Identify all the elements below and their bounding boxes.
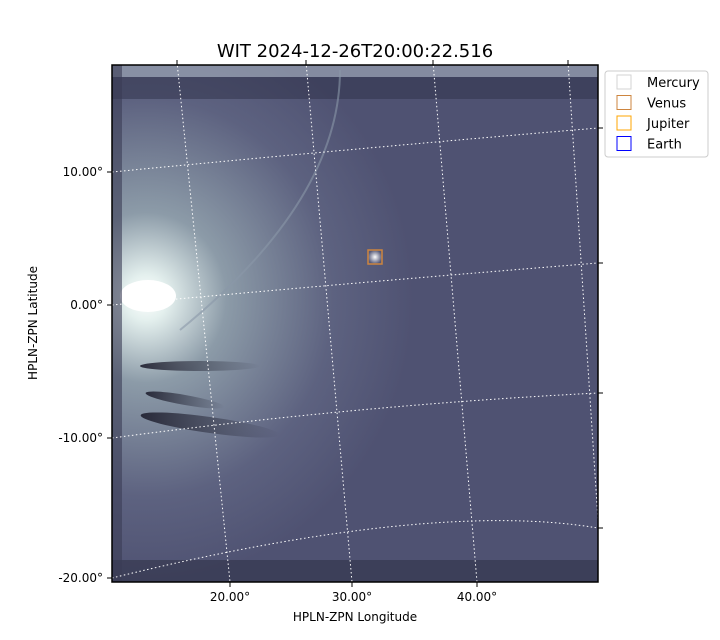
legend-swatch [616,74,632,90]
x-tick-label: 30.00° [332,590,372,604]
legend-swatch [616,136,632,151]
y-tick-label: 10.00° [63,165,103,179]
legend-label: Venus [647,97,686,112]
y-tick-label: 0.00° [70,298,103,312]
grid-lat-line [112,127,598,173]
venus-marker [367,249,383,265]
x-tick-label: 40.00° [457,590,497,604]
grid-lat-line [112,392,598,439]
legend-swatch [616,95,632,110]
legend-label: Earth [647,138,682,153]
x-tick-label: 20.00° [210,590,250,604]
grid-lon-line [567,65,598,521]
y-tick-label: -20.00° [58,571,103,585]
grid-lat-line [112,520,598,579]
plot-image [112,65,598,582]
axis-ticks [107,60,603,587]
coordinate-grid [112,65,598,582]
legend: Mercury Venus Jupiter Earth [604,70,709,158]
grid-lon-line [176,65,231,582]
legend-label: Mercury [647,76,700,91]
chart-title: WIT 2024-12-26T20:00:22.516 [217,41,493,62]
grid-lon-line [432,65,478,582]
plot-frame [111,64,599,583]
y-tick-label: -10.00° [58,431,103,445]
y-axis-label: HPLN-ZPN Latitude [26,266,40,380]
legend-label: Jupiter [646,117,690,132]
grid-lat-line [112,262,598,306]
x-axis-label: HPLN-ZPN Longitude [293,610,417,624]
grid-lon-line [305,65,353,582]
legend-swatch [616,115,632,131]
